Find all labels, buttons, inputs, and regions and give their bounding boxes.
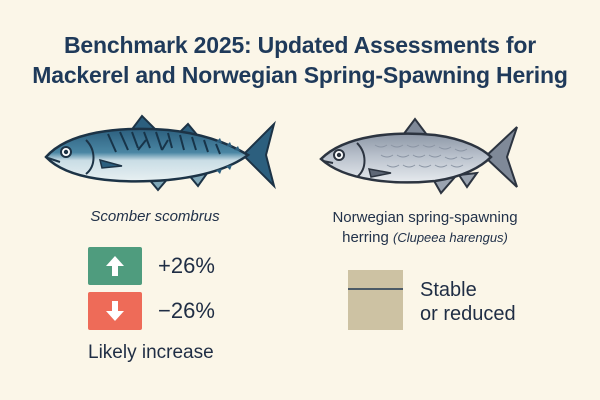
decrease-indicator	[88, 292, 142, 330]
herring-status-line1: Stable	[420, 279, 477, 301]
mackerel-fish-icon	[44, 114, 276, 192]
herring-common-name: Norwegian spring-spawning	[332, 209, 518, 226]
herring-status-line2: or reduced	[420, 303, 516, 325]
herring-status: Stable or reduced	[420, 278, 516, 326]
arrow-up-icon	[106, 256, 124, 276]
title-line-2: Mackerel and Norwegian Spring-Spawning H…	[32, 62, 568, 88]
herring-name: Norwegian spring-spawning herring (Clupe…	[300, 208, 550, 248]
increase-indicator	[88, 247, 142, 285]
mackerel-outlook: Likely increase	[88, 342, 214, 363]
title-line-1: Benchmark 2025: Updated Assessments for	[64, 32, 536, 58]
decrease-value: −26%	[158, 298, 215, 323]
stable-line-icon	[348, 288, 403, 290]
increase-value: +26%	[158, 253, 215, 278]
herring-name-line2: herring (Clupeea harengus)	[300, 228, 550, 248]
herring-scientific-name: (Clupeea harengus)	[392, 230, 508, 245]
arrow-down-icon	[106, 301, 124, 321]
mackerel-scientific-name: Scomber scombrus	[90, 208, 220, 225]
stable-indicator	[348, 270, 403, 330]
page-title: Benchmark 2025: Updated Assessments for …	[0, 30, 600, 90]
herring-fish-icon	[319, 117, 518, 195]
herring-common-name-line2: herring	[342, 229, 389, 246]
